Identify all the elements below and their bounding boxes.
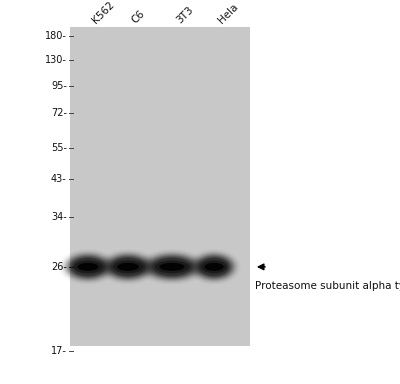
- Ellipse shape: [66, 254, 110, 280]
- Ellipse shape: [148, 256, 196, 278]
- Text: Hela: Hela: [216, 1, 240, 25]
- Ellipse shape: [150, 257, 194, 277]
- Ellipse shape: [113, 260, 143, 273]
- Ellipse shape: [110, 257, 146, 276]
- Ellipse shape: [105, 254, 151, 280]
- Ellipse shape: [110, 258, 146, 276]
- Ellipse shape: [69, 256, 107, 278]
- Ellipse shape: [107, 255, 149, 278]
- Text: C6: C6: [130, 8, 147, 25]
- Text: 43-: 43-: [51, 174, 67, 184]
- Ellipse shape: [66, 254, 110, 280]
- Ellipse shape: [72, 258, 104, 276]
- Text: 180-: 180-: [45, 31, 67, 41]
- Bar: [70, 27, 250, 346]
- Ellipse shape: [117, 263, 139, 271]
- Ellipse shape: [194, 254, 234, 280]
- Ellipse shape: [74, 260, 102, 273]
- Ellipse shape: [159, 263, 185, 271]
- Ellipse shape: [112, 258, 144, 275]
- Ellipse shape: [106, 255, 150, 279]
- Ellipse shape: [78, 263, 98, 271]
- Text: 26-: 26-: [51, 262, 67, 272]
- Ellipse shape: [146, 254, 198, 280]
- Text: 55-: 55-: [51, 143, 67, 153]
- Ellipse shape: [68, 256, 108, 278]
- Ellipse shape: [152, 258, 192, 276]
- Ellipse shape: [197, 257, 231, 277]
- Text: 95-: 95-: [51, 81, 67, 91]
- Ellipse shape: [155, 260, 189, 273]
- Ellipse shape: [108, 256, 148, 278]
- Ellipse shape: [199, 258, 229, 276]
- Ellipse shape: [108, 256, 148, 278]
- Ellipse shape: [71, 258, 105, 276]
- Ellipse shape: [196, 256, 232, 278]
- Ellipse shape: [194, 254, 234, 280]
- Ellipse shape: [201, 260, 227, 273]
- Ellipse shape: [67, 255, 109, 279]
- Ellipse shape: [196, 256, 232, 278]
- Ellipse shape: [72, 258, 104, 275]
- Ellipse shape: [150, 257, 194, 277]
- Ellipse shape: [70, 257, 106, 277]
- Ellipse shape: [200, 258, 228, 275]
- Text: 72-: 72-: [51, 108, 67, 118]
- Text: 3T3: 3T3: [174, 4, 195, 25]
- Ellipse shape: [109, 257, 147, 277]
- Ellipse shape: [198, 257, 230, 276]
- Ellipse shape: [152, 258, 192, 276]
- Text: 130-: 130-: [45, 55, 67, 65]
- Ellipse shape: [106, 254, 150, 280]
- Ellipse shape: [145, 254, 199, 280]
- Ellipse shape: [70, 257, 106, 277]
- Ellipse shape: [109, 257, 147, 277]
- Ellipse shape: [195, 255, 233, 279]
- Ellipse shape: [148, 255, 196, 278]
- Text: 17-: 17-: [51, 346, 67, 356]
- Ellipse shape: [70, 257, 106, 276]
- Text: Proteasome subunit alpha type 6: Proteasome subunit alpha type 6: [255, 281, 400, 291]
- Ellipse shape: [147, 255, 197, 279]
- Ellipse shape: [153, 258, 191, 275]
- Ellipse shape: [111, 258, 145, 276]
- Ellipse shape: [204, 263, 224, 271]
- Ellipse shape: [149, 256, 195, 278]
- Ellipse shape: [198, 257, 230, 277]
- Text: 34-: 34-: [51, 212, 67, 222]
- Text: K562: K562: [90, 0, 116, 25]
- Ellipse shape: [151, 257, 193, 276]
- Ellipse shape: [68, 255, 108, 278]
- Ellipse shape: [196, 255, 232, 278]
- Ellipse shape: [199, 258, 229, 276]
